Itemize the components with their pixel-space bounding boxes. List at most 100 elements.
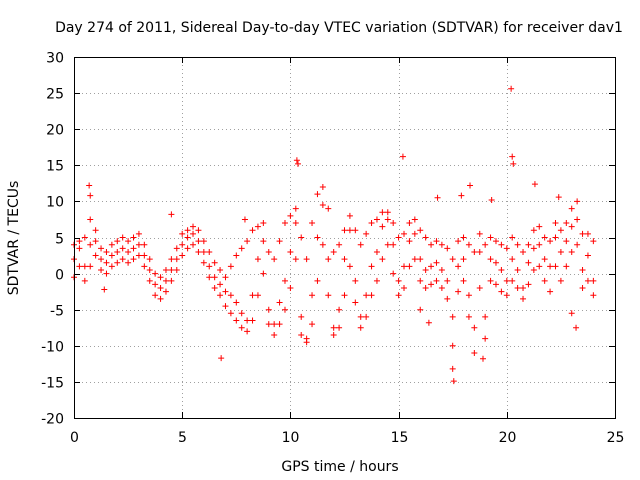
data-points	[71, 85, 597, 385]
data-point	[401, 285, 408, 292]
data-point	[514, 285, 521, 292]
data-point	[135, 230, 142, 237]
data-point	[330, 324, 337, 331]
data-point	[141, 263, 148, 270]
data-point	[574, 241, 581, 248]
data-point	[479, 355, 486, 362]
data-point	[146, 256, 153, 263]
data-point	[536, 263, 543, 270]
data-point	[433, 238, 440, 245]
data-point	[303, 256, 310, 263]
data-point	[467, 182, 474, 189]
data-point	[488, 196, 495, 203]
data-point	[298, 331, 305, 338]
data-point	[411, 230, 418, 237]
data-point	[438, 285, 445, 292]
data-point	[157, 295, 164, 302]
data-point	[271, 256, 278, 263]
data-point	[314, 234, 321, 241]
data-point	[330, 248, 337, 255]
data-point	[217, 266, 224, 273]
data-point	[352, 227, 359, 234]
data-point	[346, 212, 353, 219]
data-point	[238, 310, 245, 317]
data-point	[254, 256, 261, 263]
data-point	[471, 324, 478, 331]
data-point	[294, 160, 301, 167]
data-point	[190, 230, 197, 237]
data-point	[590, 238, 597, 245]
data-point	[590, 277, 597, 284]
data-point	[428, 241, 435, 248]
data-point	[76, 238, 83, 245]
data-point	[449, 365, 456, 372]
data-point	[287, 248, 294, 255]
data-point	[574, 198, 581, 205]
data-point	[260, 238, 267, 245]
data-point	[476, 230, 483, 237]
data-point	[395, 234, 402, 241]
data-point	[492, 259, 499, 266]
data-point	[357, 241, 364, 248]
data-point	[281, 306, 288, 313]
data-point	[81, 263, 88, 270]
data-point	[563, 220, 570, 227]
data-point	[552, 220, 559, 227]
data-point	[249, 317, 256, 324]
data-point	[125, 259, 132, 266]
data-point	[357, 313, 364, 320]
data-point	[227, 310, 234, 317]
data-point	[103, 259, 110, 266]
data-point	[444, 277, 451, 284]
data-point	[373, 248, 380, 255]
data-point	[87, 263, 94, 270]
data-point	[265, 306, 272, 313]
data-point	[438, 266, 445, 273]
data-point	[417, 256, 424, 263]
data-point	[417, 306, 424, 313]
data-point	[552, 234, 559, 241]
data-point	[87, 192, 94, 199]
data-point	[265, 321, 272, 328]
y-tick-label: -10	[41, 340, 64, 356]
data-point	[422, 266, 429, 273]
data-point	[119, 234, 126, 241]
data-point	[314, 277, 321, 284]
data-point	[482, 335, 489, 342]
data-point	[162, 277, 169, 284]
y-tick-label: 0	[55, 268, 64, 284]
data-point	[244, 238, 251, 245]
data-point	[244, 317, 251, 324]
data-point	[179, 252, 186, 259]
data-point	[227, 263, 234, 270]
data-point	[281, 220, 288, 227]
data-point	[298, 234, 305, 241]
data-point	[168, 277, 175, 284]
x-tick-label: 15	[391, 430, 409, 446]
data-point	[287, 212, 294, 219]
data-point	[552, 263, 559, 270]
data-point	[173, 266, 180, 273]
data-point	[455, 238, 462, 245]
data-point	[434, 194, 441, 201]
data-point	[108, 252, 115, 259]
x-tick-label: 5	[178, 430, 187, 446]
data-point	[422, 285, 429, 292]
data-point	[108, 241, 115, 248]
data-point	[428, 263, 435, 270]
data-point	[417, 227, 424, 234]
data-point	[531, 181, 538, 188]
data-point	[557, 277, 564, 284]
data-point	[509, 256, 516, 263]
data-point	[530, 266, 537, 273]
data-point	[520, 295, 527, 302]
data-point	[399, 153, 406, 160]
data-point	[541, 256, 548, 263]
data-point	[125, 238, 132, 245]
data-point	[428, 281, 435, 288]
x-tick-label: 20	[499, 430, 517, 446]
data-point	[368, 220, 375, 227]
y-tick-label: 30	[46, 51, 64, 67]
axis-ticks	[74, 57, 616, 419]
